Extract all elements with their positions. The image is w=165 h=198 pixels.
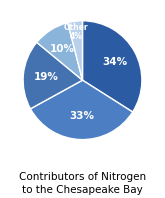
Wedge shape	[37, 23, 82, 80]
Wedge shape	[23, 42, 82, 109]
Wedge shape	[82, 21, 142, 112]
Text: 34%: 34%	[102, 57, 127, 68]
Text: 19%: 19%	[33, 72, 58, 82]
Text: Other
4%: Other 4%	[64, 23, 89, 41]
Wedge shape	[68, 21, 82, 80]
Text: Contributors of Nitrogen
to the Chesapeake Bay: Contributors of Nitrogen to the Chesapea…	[19, 172, 146, 195]
Text: 10%: 10%	[50, 44, 75, 54]
Wedge shape	[31, 80, 133, 140]
Text: 33%: 33%	[69, 111, 94, 121]
